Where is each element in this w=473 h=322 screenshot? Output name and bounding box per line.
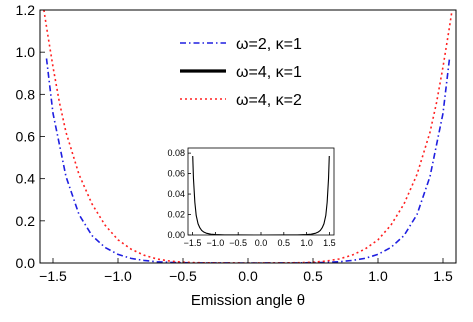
inset-y-tick-label: 0.04 [167,189,185,199]
main-y-tick-label: 1.2 [16,2,36,18]
inset-series-layer [192,156,330,235]
inset-chart: −1.5 −1.0 −0.5 0.0 0.5 1.0 1.5 0.000.020.040.0… [167,147,336,248]
legend: ω=2, κ=1 ω=4, κ=1 ω=4, κ=2 [180,36,302,109]
x-axis-title: Emission angle θ [191,292,305,309]
main-y-tick-label: 0.6 [16,129,36,145]
main-y-tick-label: 0.4 [16,171,36,187]
inset-x-tick-label: −1.5 [184,238,202,248]
main-x-ticks: −1.5 −1.0 −0.5 0.0 0.5 1.0 1.5 [39,258,453,284]
main-x-tick-label: −0.5 [169,268,197,284]
inset-background [188,148,334,235]
main-x-tick-label: −1.5 [39,268,67,284]
main-y-tick-label: 0.0 [16,255,36,271]
main-x-tick-label: −1.0 [104,268,132,284]
inset-x-tick-label: 1.5 [323,238,336,248]
inset-y-tick-label: 0.02 [167,210,185,220]
main-series-layer [43,10,453,263]
legend-label-series-2: ω=4, κ=1 [236,64,302,81]
inset-series-line-1 [192,156,330,235]
main-chart: −1.5 −1.0 −0.5 0.0 0.5 1.0 1.5 0.0 0.2 0.4 0.6 0.8… [16,2,457,309]
main-y-tick-label: 0.2 [16,213,36,229]
inset-y-tick-label: 0.06 [167,169,185,179]
main-y-ticks: 0.0 0.2 0.4 0.6 0.8 1.0 1.2 [16,2,45,271]
inset-x-tick-label: −0.5 [229,238,247,248]
legend-label-series-1: ω=2, κ=1 [236,36,302,53]
inset-x-tick-label: 0.5 [278,238,291,248]
inset-y-ticks: 0.00 0.02 0.04 0.06 0.08 [167,148,191,240]
main-x-tick-label: 0.0 [238,268,258,284]
inset-y-tick-label: 0.00 [167,230,185,240]
inset-y-tick-label: 0.08 [167,148,185,158]
main-y-tick-label: 1.0 [16,44,36,60]
inset-x-ticks: −1.5 −1.0 −0.5 0.0 0.5 1.0 1.5 [184,232,336,248]
main-x-tick-label: 1.5 [433,268,453,284]
inset-x-tick-label: 1.0 [300,238,313,248]
main-x-tick-label: 1.0 [368,268,388,284]
inset-x-tick-label: 0.0 [255,238,268,248]
inset-x-tick-label: −1.0 [206,238,224,248]
main-series-line-3 [43,10,453,263]
main-y-tick-label: 0.8 [16,86,36,102]
legend-label-series-3: ω=4, κ=2 [236,92,302,109]
main-x-tick-label: 0.5 [303,268,323,284]
